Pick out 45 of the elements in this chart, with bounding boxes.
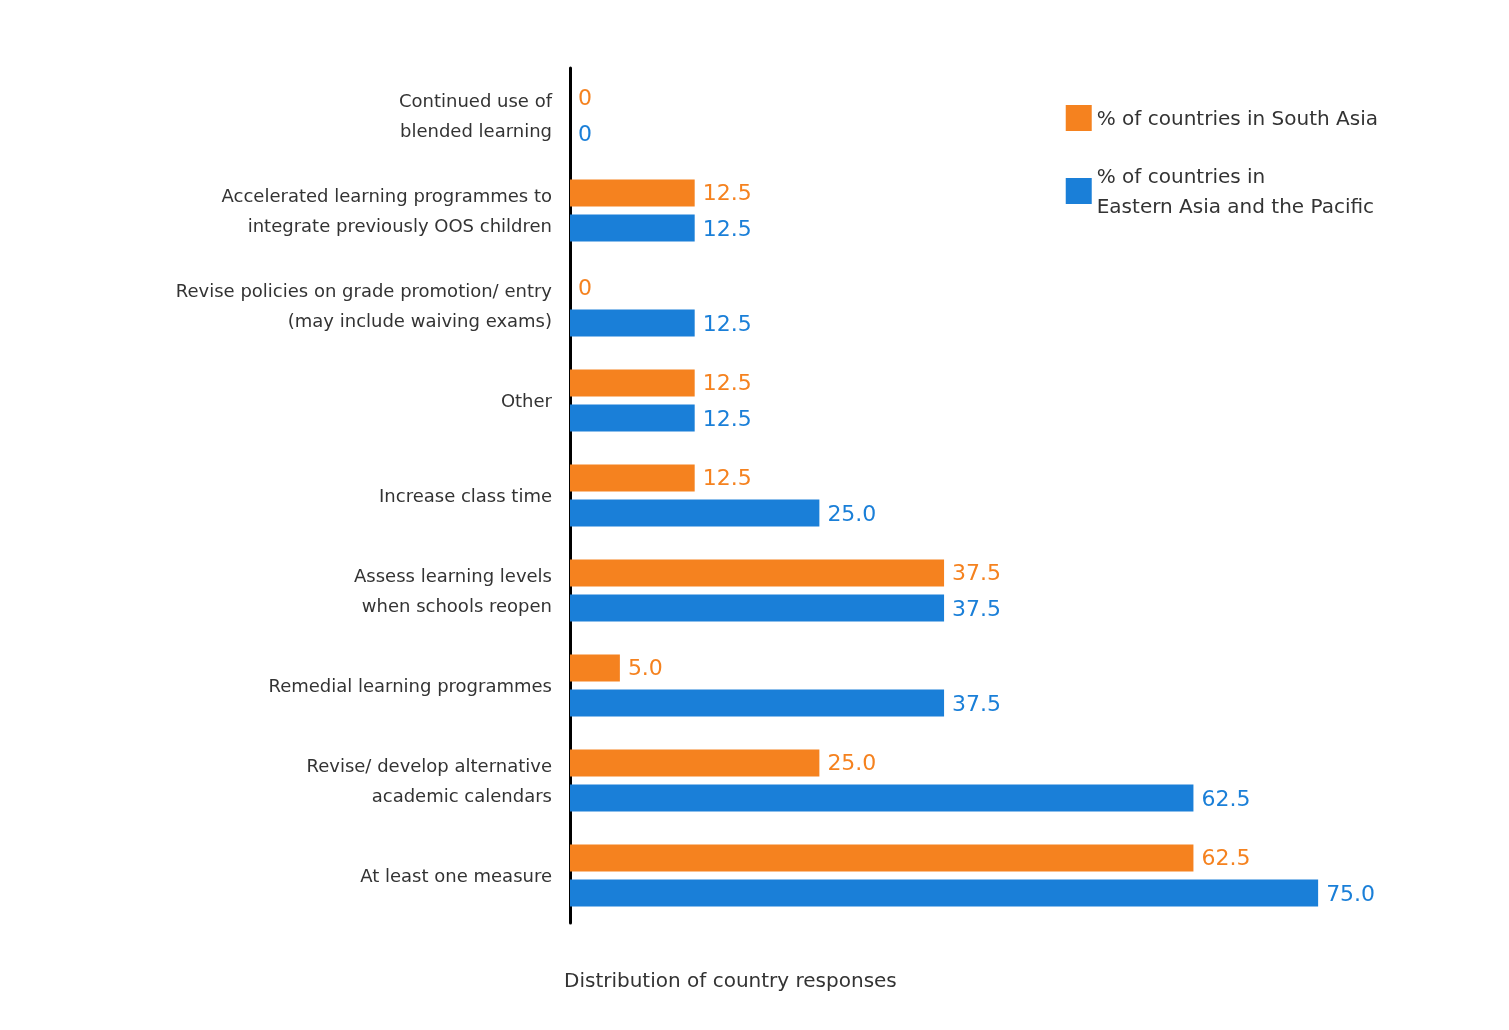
data-label: 0 (578, 275, 592, 301)
data-label: 12.5 (702, 180, 752, 206)
data-label: 12.5 (702, 465, 752, 491)
data-label: 12.5 (702, 310, 752, 336)
x-axis-title: Distribution of country responses (564, 968, 897, 992)
bar (570, 654, 620, 682)
data-label: 12.5 (702, 405, 752, 431)
data-label: 37.5 (952, 595, 1002, 621)
y-tick-label: Other (500, 390, 553, 411)
bar (570, 689, 945, 717)
y-tick-label: At least one measure (360, 865, 552, 886)
bar (570, 499, 820, 527)
bar (570, 784, 1194, 812)
y-tick-label: Revise policies on grade promotion/ entry (may include waiving exams) (175, 280, 553, 331)
data-label: 25.0 (827, 750, 877, 776)
y-tick-label: Assess learning levels when schools reopen (354, 565, 552, 616)
y-tick-label: Accelerated learning programmes to integrate previously OOS children (221, 185, 552, 236)
data-label: 0 (578, 85, 592, 111)
data-label: 5.0 (627, 655, 663, 681)
y-tick-label: Continued use of blended learning (398, 90, 553, 141)
data-label: 75.0 (1326, 880, 1376, 906)
bar (570, 309, 695, 337)
bar (570, 559, 945, 587)
bar (570, 844, 1194, 872)
data-label: 12.5 (702, 370, 752, 396)
bar (570, 749, 820, 777)
legend-label: % of countries in Eastern Asia and the Pacific (1096, 164, 1375, 218)
data-label: 25.0 (827, 500, 877, 526)
bar (570, 879, 1319, 907)
y-tick-label: Revise/ develop alternative academic calendars (306, 755, 552, 806)
bar (570, 594, 945, 622)
data-label: 37.5 (952, 690, 1002, 716)
data-label: 62.5 (1201, 785, 1251, 811)
data-label: 62.5 (1201, 845, 1251, 871)
data-label: 0 (578, 120, 592, 146)
data-label: 12.5 (702, 215, 752, 241)
bar (570, 179, 695, 207)
y-tick-label: Remedial learning programmes (268, 675, 552, 696)
bar (570, 214, 695, 242)
bar (570, 464, 695, 492)
bar (570, 404, 695, 432)
data-label: 37.5 (952, 560, 1002, 586)
y-tick-label: Increase class time (379, 485, 552, 506)
bar (570, 369, 695, 397)
legend-label: % of countries in South Asia (1096, 106, 1379, 130)
